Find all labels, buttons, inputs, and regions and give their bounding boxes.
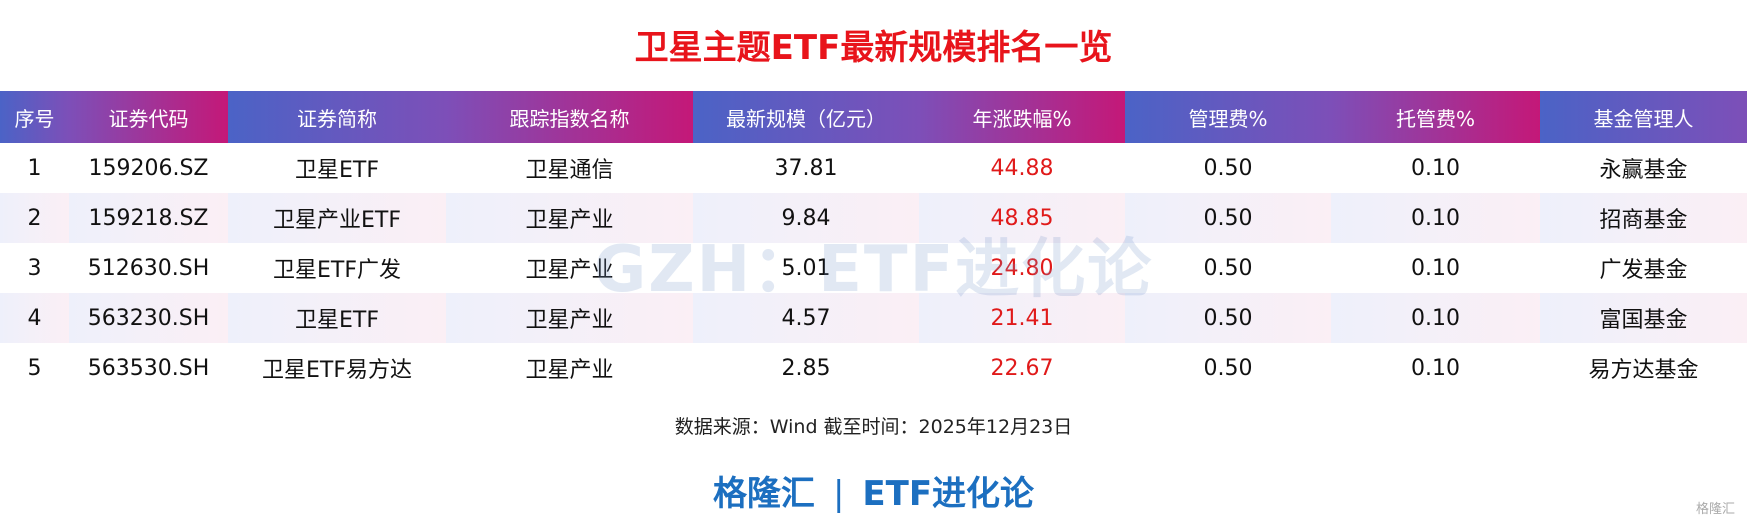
column-header: 基金管理人 [1540,91,1747,143]
column-header: 跟踪指数名称 [446,91,693,143]
column-header: 管理费% [1125,91,1331,143]
table-cell: 招商基金 [1540,193,1747,243]
table-cell: 0.50 [1203,155,1253,181]
table-cell: 0.10 [1331,193,1540,243]
title: 卫星主题ETF最新规模排名一览 [634,28,1113,68]
column-header: 年涨跌幅% [919,91,1125,143]
table-cell: 2.85 [781,355,831,381]
table-cell: 24.80 [990,255,1054,281]
table-cell: 5.01 [781,255,831,281]
table-cell: 4.57 [693,293,919,343]
table-cell: 卫星ETF广发 [273,258,401,283]
table-cell: 0.50 [1125,193,1331,243]
table-cell: 卫星产业 [446,193,693,243]
table-cell: 1 [27,155,42,181]
footer: 格隆汇 | ETF进化论 [0,466,1747,515]
table-row: 2 159218.SZ 卫星产业ETF 卫星产业 9.84 48.85 0.50 0.10 招商… [0,193,1747,243]
table-cell: 广发基金 [1599,258,1688,283]
table-cell: 永赢基金 [1599,158,1688,183]
table-row: 3 512630.SH 卫星ETF广发 卫星产业 5.01 24.80 0.50 0.10 广发… [0,243,1747,293]
channel: ETF进化论 [862,474,1035,514]
column-header: 序号 [0,91,69,143]
table-cell: 3 [27,255,42,281]
table-cell: 22.67 [990,355,1054,381]
table-cell: 卫星产业 [525,258,614,283]
table-cell: 卫星ETF [228,293,446,343]
separator: | [832,474,845,514]
source-note: 数据来源：Wind 截至时间：2025年12月23日 [674,416,1073,438]
table-body: 1 159206.SZ 卫星ETF 卫星通信 37.81 44.88 0.50 0.10 永赢基… [0,143,1747,393]
column-header: 最新规模（亿元） [693,91,919,143]
table-cell: 易方达基金 [1588,358,1699,383]
table-cell: 卫星产业ETF [228,193,446,243]
etf-table: 序号 证券代码 证券简称 跟踪指数名称 最新规模（亿元） 年涨跌幅% 管理费% 托管费% 基金管… [0,91,1747,393]
table-cell: 159206.SZ [88,155,209,181]
table-cell: 37.81 [774,155,838,181]
table-cell: 0.10 [1411,255,1460,281]
table-cell: 0.10 [1331,293,1540,343]
table-cell: 卫星ETF [295,158,379,183]
table-cell: 0.50 [1203,355,1253,381]
table-cell: 512630.SH [87,255,210,281]
header-row: 序号 证券代码 证券简称 跟踪指数名称 最新规模（亿元） 年涨跌幅% 管理费% 托管费% 基金管… [0,91,1747,143]
table-row: 1 159206.SZ 卫星ETF 卫星通信 37.81 44.88 0.50 0.10 永赢基… [0,143,1747,193]
table-cell: 卫星产业 [525,358,614,383]
table-cell: 卫星通信 [525,158,614,183]
table-cell: 21.41 [919,293,1125,343]
table-cell: 0.10 [1411,355,1460,381]
column-header: 证券简称 [228,91,446,143]
table-cell: 4 [0,293,69,343]
table-cell: 0.50 [1125,293,1331,343]
column-header: 证券代码 [69,91,228,143]
table-cell: 0.10 [1411,155,1460,181]
brand: 格隆汇 [712,474,815,514]
table-cell: 563530.SH [87,355,210,381]
table-cell: 2 [0,193,69,243]
table-cell: 5 [27,355,42,381]
table-cell: 富国基金 [1540,293,1747,343]
column-header: 托管费% [1331,91,1540,143]
table-cell: 卫星产业 [446,293,693,343]
table-cell: 159218.SZ [69,193,228,243]
table-cell: 44.88 [990,155,1054,181]
table-cell: 9.84 [693,193,919,243]
table-cell: 卫星ETF易方达 [262,358,412,383]
logo: 格隆汇 [1695,502,1735,517]
table-cell: 563230.SH [69,293,228,343]
table-cell: 48.85 [919,193,1125,243]
table-cell: 0.50 [1203,255,1253,281]
table-row: 4 563230.SH 卫星ETF 卫星产业 4.57 21.41 0.50 0.10 富国基金 [0,293,1747,343]
table-row: 5 563530.SH 卫星ETF易方达 卫星产业 2.85 22.67 0.50 0.10 易… [0,343,1747,393]
